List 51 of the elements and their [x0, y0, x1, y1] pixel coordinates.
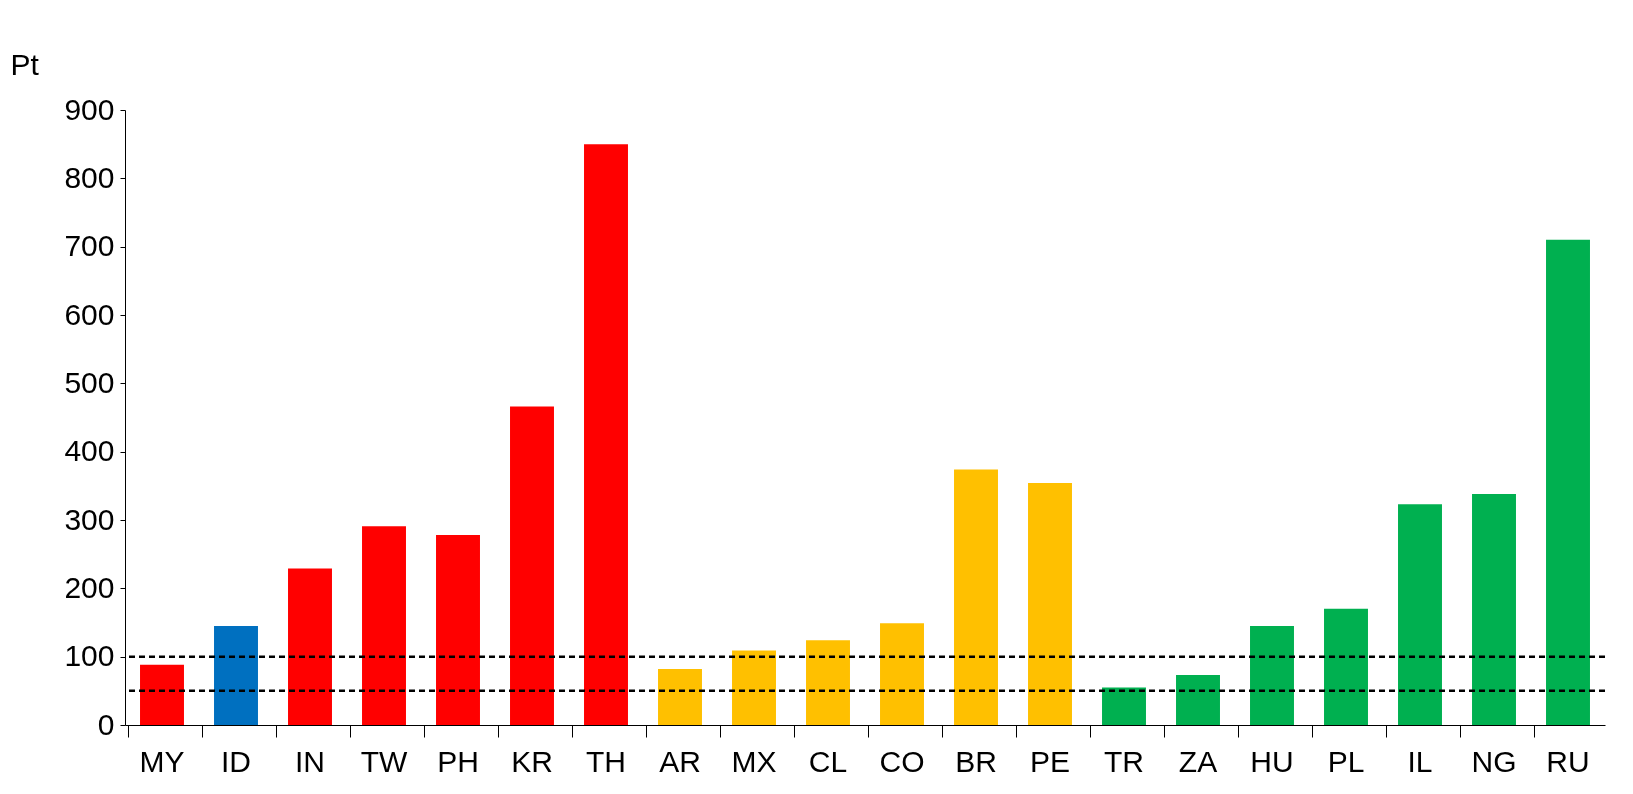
y-tick-label: 0 [97, 707, 115, 741]
bar [140, 664, 184, 725]
x-tick-label: CL [808, 744, 848, 778]
bar [1472, 494, 1516, 725]
y-tick-label: 600 [64, 297, 115, 331]
bar [1102, 687, 1146, 725]
bar [1028, 483, 1072, 725]
x-tick-label: PH [437, 744, 479, 778]
bar [880, 623, 924, 725]
bar [510, 406, 554, 725]
bar [954, 469, 998, 725]
bar [806, 640, 850, 725]
bar [1250, 625, 1294, 725]
x-tick-label: MX [731, 744, 777, 778]
x-tick-label: KR [511, 744, 553, 778]
x-tick-label: MY [139, 744, 185, 778]
bar [362, 526, 406, 725]
bar [1176, 675, 1220, 725]
y-tick-label: 900 [64, 92, 115, 126]
x-tick-label: RU [1546, 744, 1590, 778]
bar [584, 144, 628, 725]
x-tick-label: BR [955, 744, 997, 778]
y-tick-label: 500 [64, 365, 115, 399]
bar [288, 568, 332, 725]
bar [1546, 239, 1590, 725]
bar [214, 625, 258, 725]
x-tick-label: PE [1029, 744, 1071, 778]
y-tick-label: 100 [64, 639, 115, 673]
x-tick-label: ZA [1178, 744, 1218, 778]
y-tick-label: 700 [64, 229, 115, 263]
bar [436, 535, 480, 725]
x-tick-label: IN [295, 744, 325, 778]
bar [1398, 504, 1442, 725]
x-tick-label: TW [360, 744, 408, 778]
x-tick-label: AR [659, 744, 701, 778]
y-tick-label: 200 [64, 570, 115, 604]
bar [1324, 608, 1368, 725]
x-tick-label: TR [1104, 744, 1144, 778]
x-tick-label: ID [221, 744, 251, 778]
y-tick-label: 800 [64, 160, 115, 194]
x-tick-label: IL [1407, 744, 1433, 778]
bar [732, 650, 776, 725]
y-tick-label: 400 [64, 434, 115, 468]
x-tick-label: TH [586, 744, 626, 778]
x-tick-label: PL [1327, 744, 1365, 778]
x-tick-label: NG [1471, 744, 1517, 778]
y-axis-title: Pt [10, 47, 40, 81]
x-tick-label: CO [879, 744, 925, 778]
y-tick-label: 300 [64, 502, 115, 536]
bar [658, 668, 702, 725]
x-tick-label: HU [1250, 744, 1294, 778]
